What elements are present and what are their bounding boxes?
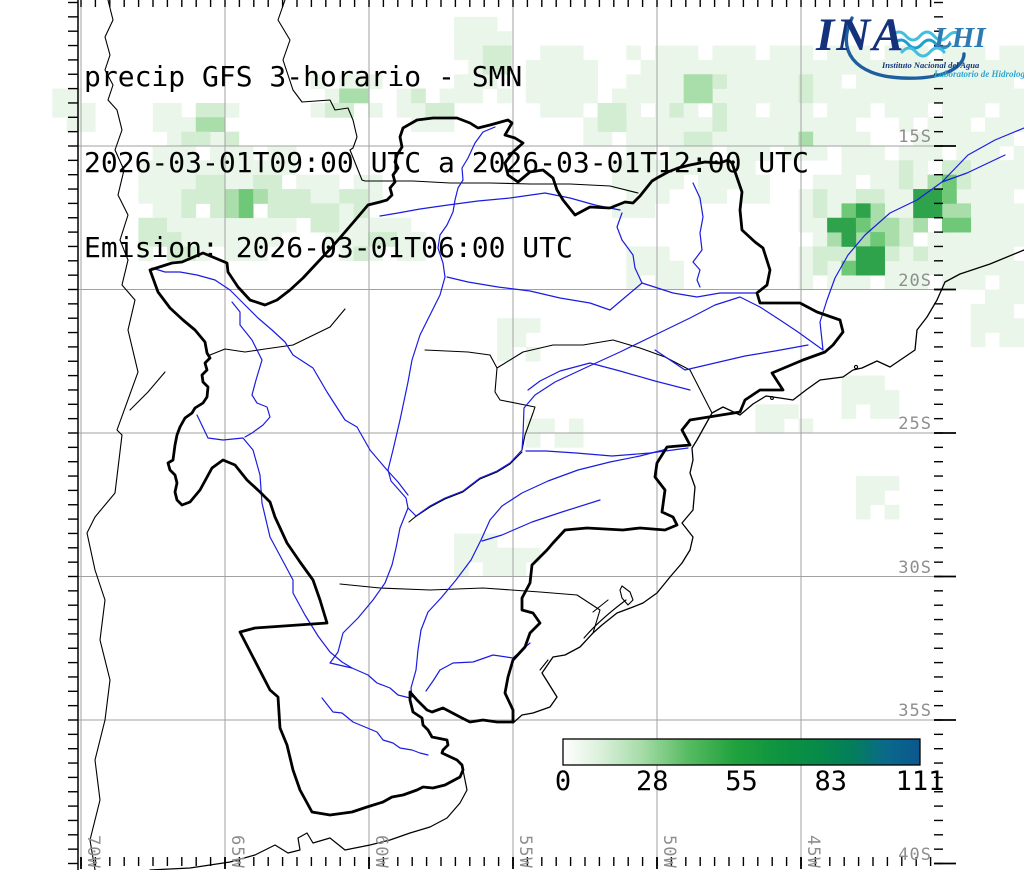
border-north — [277, 0, 639, 194]
border-paraguay-bolivia — [209, 308, 346, 356]
ina-logo-graphics — [844, 16, 966, 80]
title-block: precip GFS 3-horario - SMN 2026-03-01T09… — [84, 6, 809, 320]
lat-label: 25S — [898, 414, 932, 434]
river-paraguay-headwater — [379, 192, 621, 217]
coast-island — [770, 396, 774, 400]
santa-catarina-island — [619, 585, 634, 606]
basin-boundary — [148, 116, 845, 817]
border-state-line — [496, 339, 713, 414]
lon-label: 65W — [227, 835, 247, 869]
lat-label: 30S — [898, 557, 932, 578]
ina-subtitle: Instituto Nacional del Agua — [882, 60, 980, 70]
lagoa-dos-patos — [539, 599, 627, 671]
border-argentina-paraguay — [408, 451, 523, 523]
title-line-1: precip GFS 3-horario - SMN — [84, 60, 523, 93]
river-negro-uy — [425, 642, 531, 692]
river-pilcomayo — [151, 267, 409, 496]
lat-label: 35S — [898, 701, 932, 721]
coastline-south — [149, 769, 468, 870]
river-parana-lower — [329, 507, 411, 699]
river-paranapanema — [527, 362, 691, 391]
river-uruguay — [410, 448, 668, 698]
lon-label: 60W — [371, 835, 391, 869]
river-apa-west — [446, 276, 758, 311]
river-iguazu — [525, 447, 689, 457]
ina-acronym: INA — [816, 9, 906, 61]
river-salado-ba — [321, 697, 429, 756]
colorbar-tick-label: 0 — [554, 766, 572, 797]
lat-label: 40S — [898, 844, 932, 865]
lat-label: 20S — [898, 270, 932, 291]
title-line-2: 2026-03-01T09:00 UTC a 2026-03-01T12:00 … — [84, 145, 809, 179]
river-taquari-1 — [692, 182, 704, 288]
logo-waves-icon — [890, 30, 959, 58]
border-west — [86, 0, 139, 870]
ina-logo: INA LHI Instituto Nacional del Agua Labo… — [806, 6, 1024, 94]
axis-ticks — [68, 0, 956, 870]
colorbar — [562, 738, 921, 766]
lat-label: 15S — [898, 127, 932, 147]
lhi-label: LHI — [934, 22, 986, 54]
lon-label: 55W — [515, 835, 535, 869]
lon-label: 70W — [83, 835, 103, 869]
river-taquari-2 — [616, 212, 643, 284]
river-bermejo — [231, 301, 271, 438]
river-paranaiba — [941, 127, 1024, 183]
lhi-subtitle: Laboratorio de Hidrología — [934, 69, 1024, 79]
border-uruguay-brazil — [339, 583, 601, 634]
colorbar-tick-label: 111 — [895, 766, 945, 797]
colorbar-tick-label: 28 — [635, 766, 669, 797]
river-ibicui — [481, 499, 601, 542]
border-spur — [129, 371, 166, 411]
title-line-3: Emision: 2026-03-01T06:00 UTC — [84, 231, 573, 264]
river-grande — [819, 154, 1006, 351]
lon-label: 45W — [803, 835, 823, 869]
logo-swoosh-icon — [844, 16, 966, 80]
basin-outline — [148, 116, 845, 817]
river-tiete — [654, 344, 809, 371]
river-parana-upper — [407, 296, 824, 517]
colorbar-tick-label: 55 — [725, 766, 758, 797]
colorbar-tick-label: 83 — [814, 766, 848, 797]
river-salado-norte — [196, 414, 353, 669]
lon-label: 50W — [659, 835, 679, 869]
coastline-east — [512, 249, 1024, 724]
river-paraguay — [387, 126, 496, 509]
border-paraguay-brazil — [424, 349, 536, 451]
rivers — [151, 126, 1024, 756]
coast-island — [853, 364, 859, 370]
